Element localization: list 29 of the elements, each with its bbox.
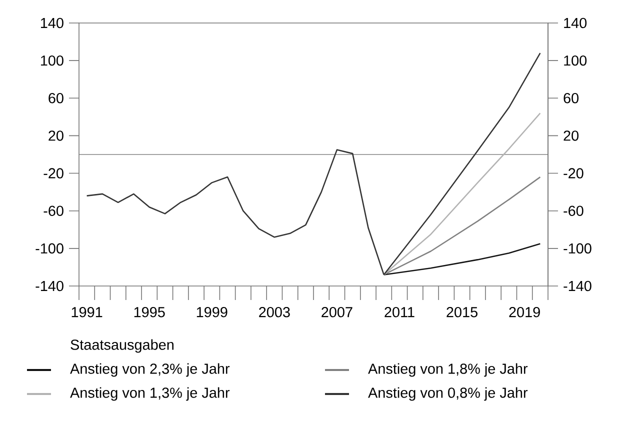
y-tick-label: 140 (40, 18, 64, 28)
y2-tick-label: -60 (564, 206, 584, 216)
y-tick-label: -20 (44, 168, 64, 178)
legend-title: Staatsausgaben (70, 339, 174, 353)
legend-label: Anstieg von 1,8% je Jahr (368, 363, 528, 377)
y-tick-label: -140 (36, 280, 64, 292)
y-tick-label: 100 (40, 55, 64, 66)
y-tick-label: 20 (48, 130, 64, 141)
x-tick-label: 1991 (72, 307, 102, 318)
x-tick-label: 1995 (134, 307, 165, 318)
y2-tick-label: -140 (564, 280, 592, 292)
y-tick-label: 60 (48, 93, 64, 104)
x-tick-label: 2011 (384, 307, 414, 318)
y2-tick-label: 20 (564, 130, 579, 141)
x-tick-label: 2007 (322, 307, 352, 318)
y2-tick-label: 60 (564, 93, 579, 104)
y2-tick-label: 100 (564, 55, 587, 66)
x-tick-label: 2019 (509, 307, 540, 318)
legend-label: Anstieg von 1,3% je Jahr (70, 387, 230, 401)
legend-label: Anstieg von 0,8% je Jahr (368, 387, 528, 401)
x-tick-label: 1999 (196, 307, 228, 318)
y2-tick-label: 140 (564, 18, 587, 28)
y-tick-label: -100 (36, 243, 64, 254)
y-tick-label: -60 (44, 206, 64, 216)
x-tick-label: 2003 (259, 307, 290, 318)
y2-tick-label: -20 (564, 168, 584, 178)
x-tick-label: 2015 (446, 307, 478, 318)
y2-tick-label: -100 (564, 243, 592, 254)
legend-label: Anstieg von 2,3% je Jahr (70, 363, 230, 377)
